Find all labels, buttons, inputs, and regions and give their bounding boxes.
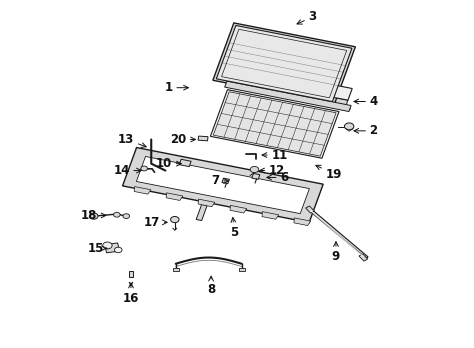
Polygon shape bbox=[210, 90, 339, 158]
Text: 9: 9 bbox=[332, 242, 340, 263]
Text: 2: 2 bbox=[354, 124, 378, 137]
Text: 16: 16 bbox=[123, 283, 139, 305]
Circle shape bbox=[90, 213, 98, 219]
Text: 5: 5 bbox=[230, 218, 239, 239]
Polygon shape bbox=[179, 159, 191, 167]
Text: 3: 3 bbox=[297, 10, 317, 24]
Polygon shape bbox=[129, 271, 133, 277]
Polygon shape bbox=[105, 243, 119, 253]
Text: 14: 14 bbox=[113, 164, 141, 177]
Polygon shape bbox=[198, 136, 208, 141]
Text: 11: 11 bbox=[262, 149, 288, 161]
Circle shape bbox=[171, 216, 179, 223]
Polygon shape bbox=[222, 178, 229, 184]
Polygon shape bbox=[225, 81, 351, 111]
Text: 1: 1 bbox=[164, 81, 188, 94]
Circle shape bbox=[115, 247, 122, 253]
Text: 10: 10 bbox=[156, 157, 181, 170]
Polygon shape bbox=[306, 206, 314, 213]
Text: 13: 13 bbox=[118, 133, 146, 147]
Text: 15: 15 bbox=[87, 242, 107, 255]
Polygon shape bbox=[166, 193, 183, 200]
Polygon shape bbox=[294, 218, 310, 226]
Polygon shape bbox=[239, 268, 245, 271]
Polygon shape bbox=[134, 187, 151, 194]
Polygon shape bbox=[230, 205, 247, 213]
Polygon shape bbox=[137, 157, 310, 214]
Polygon shape bbox=[262, 212, 279, 219]
Polygon shape bbox=[196, 205, 207, 221]
Polygon shape bbox=[228, 65, 352, 100]
Circle shape bbox=[141, 166, 147, 171]
Text: 6: 6 bbox=[267, 171, 288, 184]
Circle shape bbox=[250, 166, 259, 173]
Polygon shape bbox=[359, 254, 368, 261]
Text: 7: 7 bbox=[212, 174, 228, 188]
Polygon shape bbox=[213, 92, 336, 156]
Circle shape bbox=[123, 214, 129, 219]
Polygon shape bbox=[307, 207, 368, 259]
Text: 12: 12 bbox=[260, 164, 285, 177]
Polygon shape bbox=[173, 268, 179, 271]
Circle shape bbox=[345, 123, 354, 130]
Text: 20: 20 bbox=[170, 133, 195, 146]
Polygon shape bbox=[123, 148, 323, 222]
Polygon shape bbox=[226, 77, 348, 105]
Circle shape bbox=[103, 242, 112, 249]
Text: 4: 4 bbox=[354, 95, 378, 108]
Text: 17: 17 bbox=[144, 216, 167, 229]
Text: 18: 18 bbox=[81, 209, 106, 222]
Polygon shape bbox=[225, 84, 350, 111]
Polygon shape bbox=[252, 173, 260, 179]
Polygon shape bbox=[198, 199, 215, 207]
Text: 19: 19 bbox=[316, 165, 342, 181]
Text: 8: 8 bbox=[207, 276, 215, 296]
Circle shape bbox=[114, 212, 120, 217]
Polygon shape bbox=[216, 25, 352, 102]
Polygon shape bbox=[213, 23, 356, 104]
